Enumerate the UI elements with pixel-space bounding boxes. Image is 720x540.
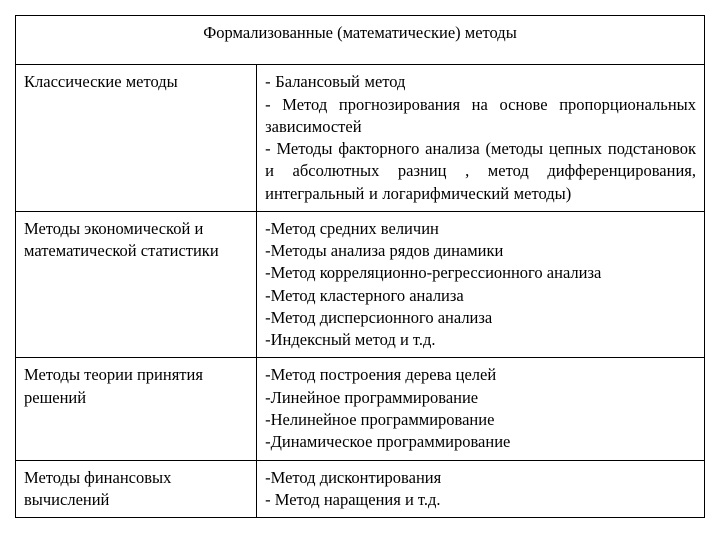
table-title: Формализованные (математические) методы bbox=[16, 16, 705, 65]
table-row: Методы экономической и математической ст… bbox=[16, 211, 705, 358]
methods-cell: - Балансовый метод- Метод прогнозировани… bbox=[257, 65, 705, 212]
category-cell: Методы финансовых вычислений bbox=[16, 460, 257, 518]
header-row: Формализованные (математические) методы bbox=[16, 16, 705, 65]
methods-cell: -Метод построения дерева целей-Линейное … bbox=[257, 358, 705, 460]
table-row: Методы теории принятия решений -Метод по… bbox=[16, 358, 705, 460]
category-cell: Классические методы bbox=[16, 65, 257, 212]
table-row: Классические методы - Балансовый метод- … bbox=[16, 65, 705, 212]
methods-cell: -Метод средних величин-Методы анализа ря… bbox=[257, 211, 705, 358]
category-cell: Методы экономической и математической ст… bbox=[16, 211, 257, 358]
category-cell: Методы теории принятия решений bbox=[16, 358, 257, 460]
table-row: Методы финансовых вычислений -Метод диск… bbox=[16, 460, 705, 518]
methods-cell: -Метод дисконтирования- Метод наращения … bbox=[257, 460, 705, 518]
methods-table: Формализованные (математические) методы … bbox=[15, 15, 705, 518]
